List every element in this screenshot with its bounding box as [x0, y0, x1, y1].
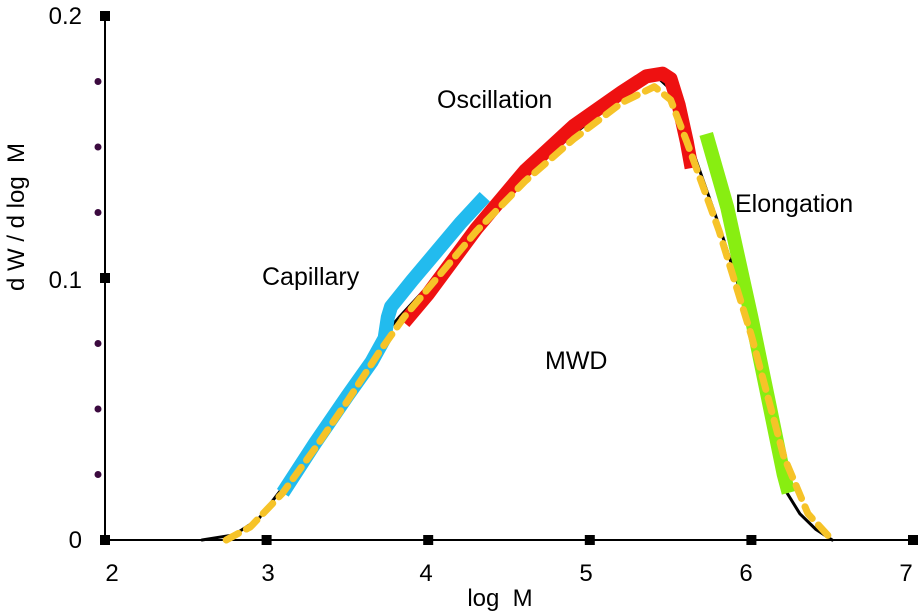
y-minor-tick: [94, 143, 102, 151]
y-axis-title: d W / d log M: [3, 143, 30, 291]
y-tick-label: 0: [69, 527, 82, 554]
x-tick-mark: [584, 535, 595, 545]
annotation-oscillation: Oscillation: [437, 86, 552, 114]
y-minor-tick: [94, 78, 102, 85]
x-tick-label: 7: [899, 560, 912, 587]
y-tick-label: 0.1: [49, 267, 82, 294]
x-axis-title: log M: [467, 585, 532, 612]
y-minor-tick: [94, 340, 102, 347]
annotation-elongation: Elongation: [735, 190, 853, 218]
x-tick-mark: [908, 535, 918, 545]
x-tick-label: 5: [579, 560, 592, 587]
y-minor-tick: [94, 209, 102, 216]
x-tick-mark: [261, 535, 272, 545]
x-tick-label: 4: [419, 560, 432, 587]
x-tick-label: 2: [105, 560, 118, 587]
x-tick-mark: [423, 535, 434, 545]
annotation-capillary: Capillary: [262, 263, 360, 291]
x-tick-label: 3: [261, 560, 274, 587]
y-minor-tick: [94, 405, 102, 413]
series-line-1: [222, 83, 836, 544]
y-tick-mark: [100, 11, 110, 21]
x-tick-label: 6: [739, 560, 752, 587]
annotation-mwd: MWD: [545, 347, 607, 375]
y-tick-mark: [100, 273, 110, 283]
x-tick-mark: [746, 535, 757, 545]
y-tick-label: 0.2: [49, 3, 82, 30]
y-minor-tick: [94, 471, 102, 478]
plot-area: [94, 11, 918, 545]
y-tick-mark: [100, 535, 110, 545]
